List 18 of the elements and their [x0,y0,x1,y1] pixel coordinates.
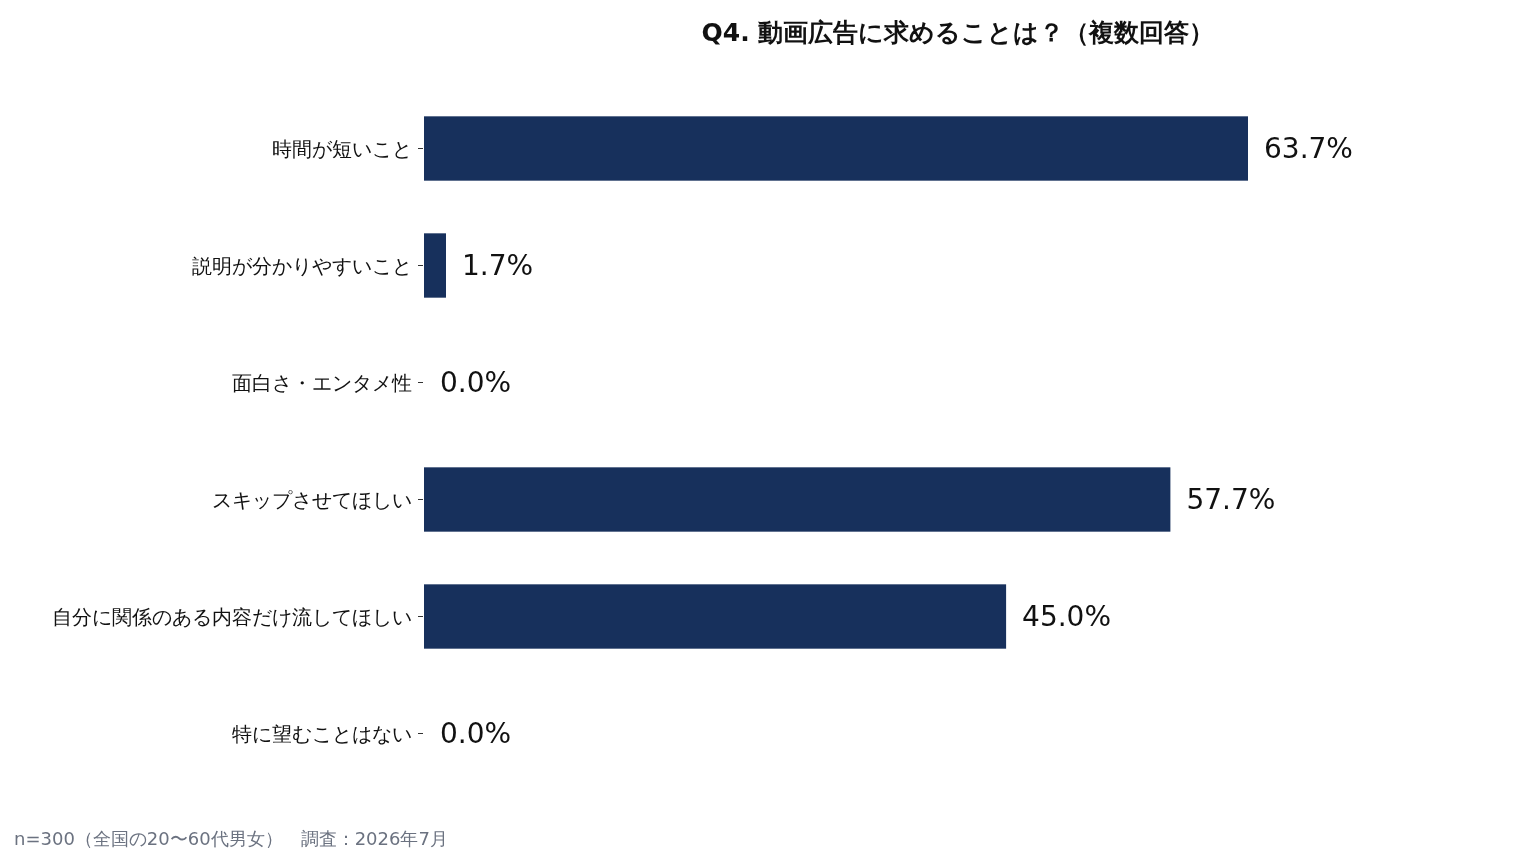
bar [424,584,1007,649]
data-label: 0.0% [440,366,512,399]
y-tick-label: 説明が分かりやすいこと [192,253,412,278]
data-label: 0.0% [440,717,512,750]
y-tick-label: スキップさせてほしい [212,487,412,512]
bar [424,233,446,298]
text: n=300（全国の20〜60代男女） 調査：2026年7月 [14,827,448,849]
bar [424,116,1248,181]
data-label: 45.0% [1022,600,1112,633]
data-label: 63.7% [1264,132,1353,165]
data-label: 57.7% [1186,483,1276,516]
y-tick-label: 自分に関係のある内容だけ流してほしい [52,604,412,629]
chart-title: Q4. 動画広告に求めることは？（複数回答） [701,17,1215,47]
data-label: 1.7% [461,249,534,282]
bar [424,467,1171,532]
y-tick-label: 面白さ・エンタメ性 [232,370,412,395]
y-tick-label: 特に望むことはない [232,721,412,746]
y-tick-label: 時間が短いこと [272,136,412,161]
